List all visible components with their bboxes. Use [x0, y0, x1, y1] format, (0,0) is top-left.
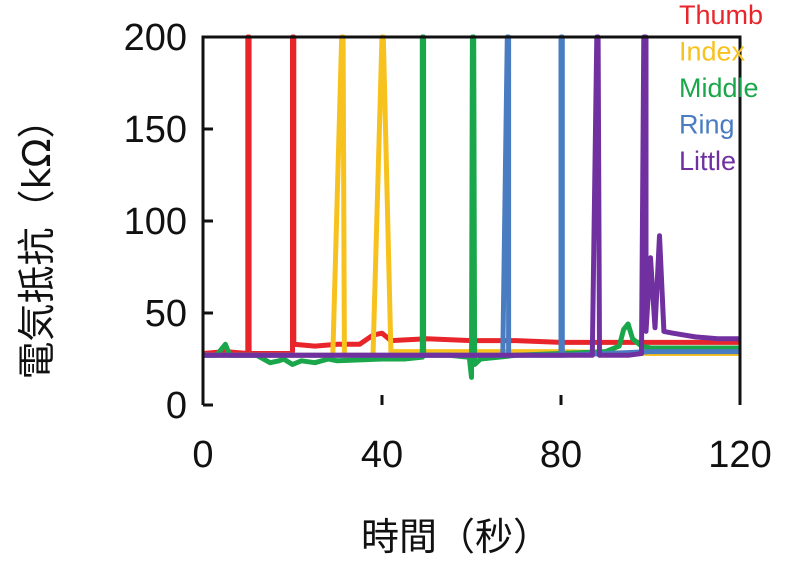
- x-axis: 0 40 80 120: [192, 395, 772, 476]
- legend-entry-little: Little: [679, 146, 736, 176]
- x-tick-label: 0: [192, 434, 213, 476]
- y-tick-label: 0: [166, 385, 187, 427]
- y-tick-label: 100: [124, 201, 187, 243]
- series-line-little: [203, 34, 740, 358]
- series-line-middle: [203, 34, 740, 380]
- legend-entry-thumb: Thumb: [679, 0, 763, 30]
- x-tick-label: 120: [708, 434, 771, 476]
- y-axis-title: 電気抵抗（kΩ）: [15, 100, 59, 379]
- y-tick-label: 50: [145, 293, 187, 335]
- x-tick-label: 40: [361, 434, 403, 476]
- legend-entry-ring: Ring: [679, 110, 735, 140]
- y-tick-label: 200: [124, 17, 187, 59]
- x-tick-label: 80: [540, 434, 582, 476]
- legend-entry-index: Index: [679, 37, 746, 67]
- y-tick-label: 150: [124, 109, 187, 151]
- x-axis-title: 時間（秒）: [361, 515, 551, 559]
- y-axis: 0 50 100 150 200: [124, 17, 213, 427]
- series-layer: [202, 34, 740, 380]
- legend-entry-middle: Middle: [679, 73, 759, 103]
- legend: Thumb Index Middle Ring Little: [679, 0, 763, 176]
